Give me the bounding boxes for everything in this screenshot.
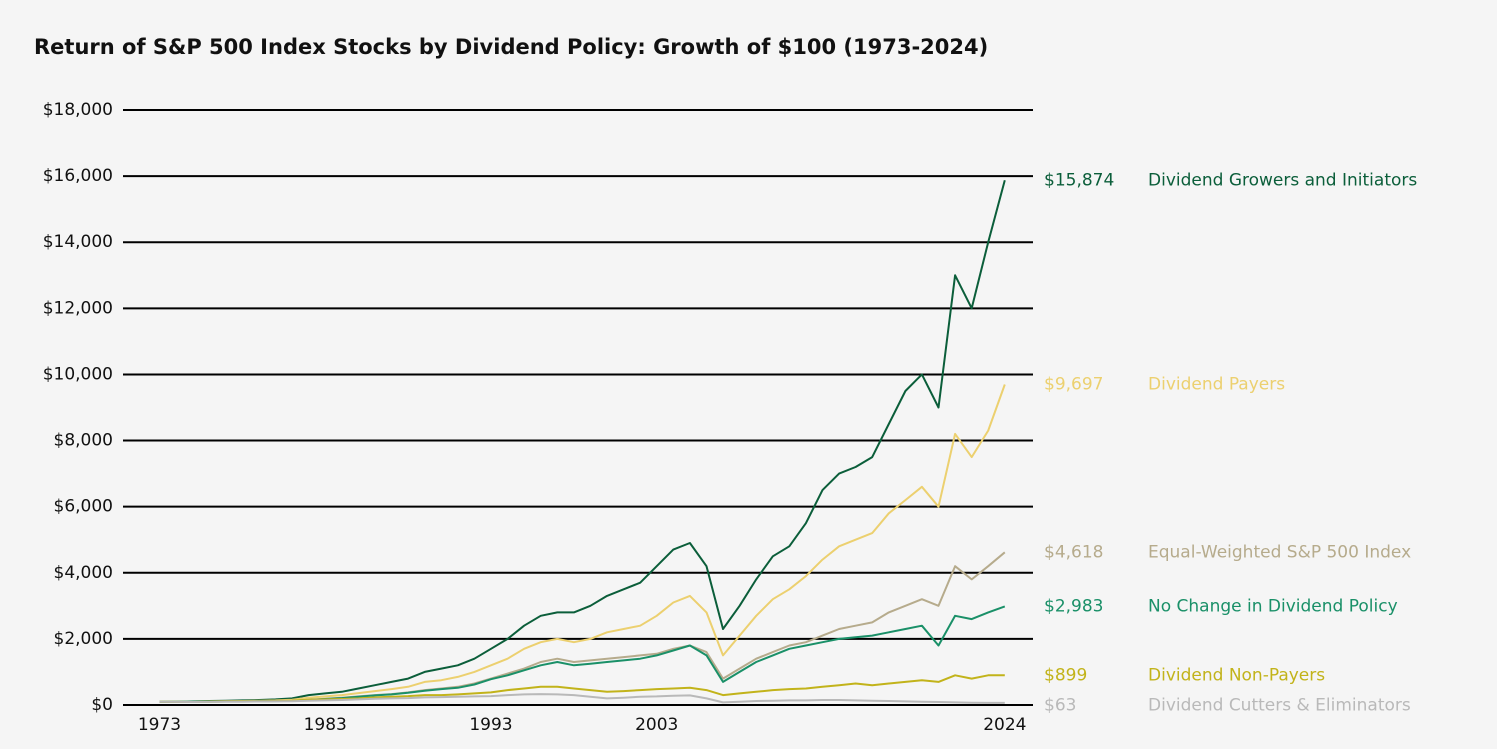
- end-value-label: $9,697: [1044, 374, 1103, 394]
- x-tick-label: 2003: [635, 715, 678, 735]
- legend-label: Dividend Growers and Initiators: [1148, 170, 1417, 190]
- end-value-label: $2,983: [1044, 596, 1103, 616]
- x-tick-label: 1993: [469, 715, 512, 735]
- y-tick-label: $10,000: [43, 364, 113, 384]
- y-tick-label: $18,000: [43, 100, 113, 120]
- x-tick-label: 2024: [983, 715, 1026, 735]
- series-line: [159, 693, 1005, 704]
- series-line: [159, 180, 1006, 703]
- legend-label: Dividend Non-Payers: [1148, 665, 1325, 685]
- legend-label: Dividend Payers: [1148, 374, 1285, 394]
- chart-title: Return of S&P 500 Index Stocks by Divide…: [34, 35, 988, 59]
- end-value-label: $899: [1044, 665, 1087, 685]
- y-tick-label: $16,000: [43, 166, 113, 186]
- y-tick-label: $0: [91, 695, 113, 715]
- y-tick-label: $6,000: [54, 497, 113, 517]
- legend-label: Dividend Cutters & Eliminators: [1148, 695, 1411, 715]
- legend-label: Equal-Weighted S&P 500 Index: [1148, 542, 1411, 562]
- x-tick-label: 1973: [138, 715, 181, 735]
- y-tick-label: $2,000: [54, 629, 113, 649]
- series-line: [159, 384, 1006, 703]
- y-tick-label: $12,000: [43, 298, 113, 318]
- y-tick-label: $14,000: [43, 232, 113, 252]
- end-value-label: $15,874: [1044, 170, 1114, 190]
- end-value-label: $63: [1044, 695, 1076, 715]
- end-value-label: $4,618: [1044, 542, 1103, 562]
- y-tick-label: $8,000: [54, 431, 113, 451]
- x-tick-label: 1983: [304, 715, 347, 735]
- y-tick-label: $4,000: [54, 563, 113, 583]
- legend-label: No Change in Dividend Policy: [1148, 596, 1398, 616]
